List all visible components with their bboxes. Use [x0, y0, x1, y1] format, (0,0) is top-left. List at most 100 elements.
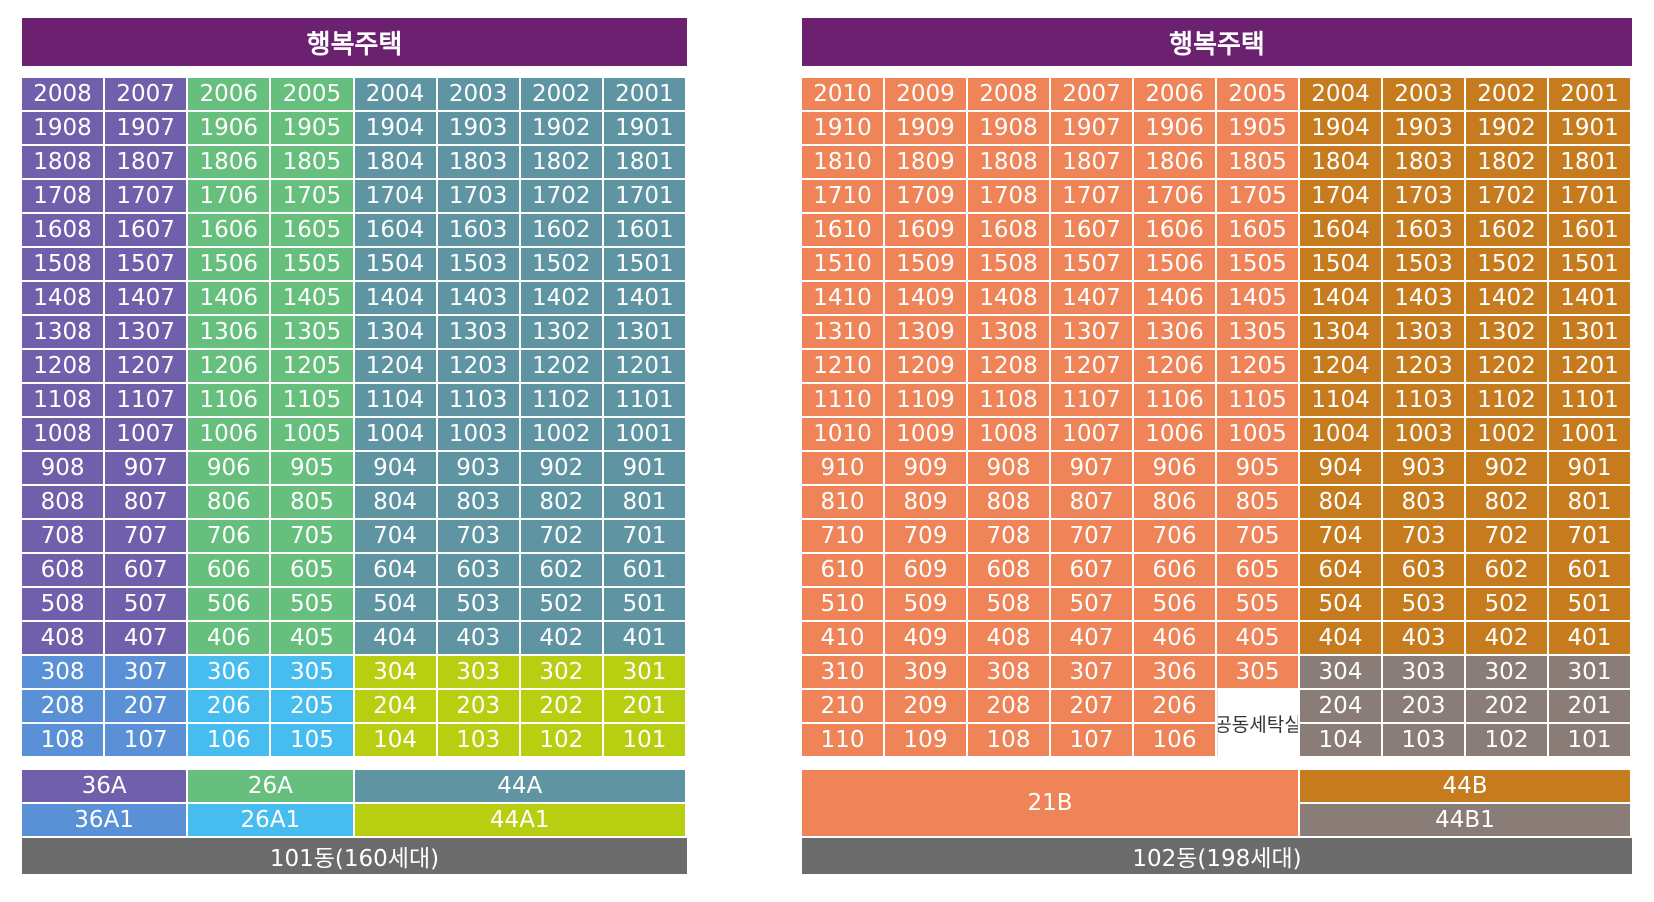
unit-cell: 1907 — [105, 112, 189, 146]
unit-cell: 808 — [22, 486, 106, 520]
unit-cell: 2003 — [437, 78, 521, 112]
unit-cell: 607 — [105, 554, 189, 588]
unit-cell: 201 — [603, 690, 687, 724]
unit-cell: 410 — [802, 622, 885, 656]
unit-cell: 1801 — [1549, 146, 1632, 180]
unit-cell: 704 — [1300, 520, 1383, 554]
unit-cell: 807 — [1051, 486, 1134, 520]
unit-cell: 1808 — [968, 146, 1051, 180]
unit-cell: 501 — [1549, 588, 1632, 622]
unit-cell: 1707 — [1051, 180, 1134, 214]
unit-cell: 1407 — [105, 282, 189, 316]
unit-cell: 1304 — [354, 316, 438, 350]
unit-cell: 1504 — [354, 248, 438, 282]
unit-cell: 110 — [802, 724, 885, 758]
unit-cell: 1903 — [437, 112, 521, 146]
unit-cell: 601 — [603, 554, 687, 588]
unit-cell: 306 — [1134, 656, 1217, 690]
unit-cell: 1701 — [603, 180, 687, 214]
unit-cell: 501 — [603, 588, 687, 622]
unit-cell: 906 — [188, 452, 272, 486]
unit-cell: 1705 — [271, 180, 355, 214]
unit-cell: 1007 — [105, 418, 189, 452]
unit-cell: 1505 — [271, 248, 355, 282]
unit-cell: 902 — [1466, 452, 1549, 486]
unit-cell: 1403 — [437, 282, 521, 316]
unit-cell: 303 — [437, 656, 521, 690]
unit-cell: 1107 — [1051, 384, 1134, 418]
shared-laundry-room: 공동세탁실 — [1217, 690, 1300, 758]
unit-cell: 2005 — [271, 78, 355, 112]
unit-cell: 506 — [1134, 588, 1217, 622]
unit-cell: 1806 — [188, 146, 272, 180]
building-header: 행복주택 — [22, 18, 687, 66]
unit-cell: 905 — [271, 452, 355, 486]
unit-cell: 1203 — [437, 350, 521, 384]
unit-cell: 507 — [1051, 588, 1134, 622]
unit-cell: 703 — [437, 520, 521, 554]
unit-cell: 701 — [1549, 520, 1632, 554]
unit-cell: 1606 — [1134, 214, 1217, 248]
unit-cell: 301 — [1549, 656, 1632, 690]
unit-grid: 2008 2007 2006 2005 2004 2003 2002 2001 1908 1907… — [22, 78, 687, 758]
unit-cell: 1007 — [1051, 418, 1134, 452]
unit-cell: 406 — [188, 622, 272, 656]
unit-cell: 605 — [271, 554, 355, 588]
unit-cell: 905 — [1217, 452, 1300, 486]
unit-cell: 1408 — [968, 282, 1051, 316]
unit-cell: 508 — [22, 588, 106, 622]
unit-cell: 507 — [105, 588, 189, 622]
unit-cell: 904 — [1300, 452, 1383, 486]
unit-cell: 1503 — [1383, 248, 1466, 282]
unit-cell: 1108 — [22, 384, 106, 418]
legend-44a: 44A — [354, 770, 687, 804]
unit-cell: 1605 — [1217, 214, 1300, 248]
unit-cell: 1708 — [22, 180, 106, 214]
unit-cell: 1804 — [1300, 146, 1383, 180]
unit-cell: 2008 — [22, 78, 106, 112]
unit-cell: 2007 — [1051, 78, 1134, 112]
unit-cell: 702 — [520, 520, 604, 554]
unit-cell: 2005 — [1217, 78, 1300, 112]
unit-cell: 106 — [188, 724, 272, 758]
unit-cell: 703 — [1383, 520, 1466, 554]
unit-cell: 708 — [968, 520, 1051, 554]
unit-cell: 1510 — [802, 248, 885, 282]
unit-cell: 1905 — [1217, 112, 1300, 146]
unit-cell: 705 — [1217, 520, 1300, 554]
unit-cell: 1602 — [520, 214, 604, 248]
unit-cell: 1301 — [1549, 316, 1632, 350]
unit-cell: 901 — [603, 452, 687, 486]
unit-cell: 2002 — [520, 78, 604, 112]
unit-cell: 502 — [520, 588, 604, 622]
unit-cell: 1001 — [603, 418, 687, 452]
unit-cell: 1310 — [802, 316, 885, 350]
unit-cell: 1401 — [1549, 282, 1632, 316]
unit-cell: 1003 — [437, 418, 521, 452]
unit-cell: 1509 — [885, 248, 968, 282]
unit-cell: 1910 — [802, 112, 885, 146]
unit-cell: 1206 — [1134, 350, 1217, 384]
unit-cell: 1303 — [1383, 316, 1466, 350]
unit-cell: 201 — [1549, 690, 1632, 724]
unit-cell: 509 — [885, 588, 968, 622]
unit-cell: 2002 — [1466, 78, 1549, 112]
unit-cell: 505 — [1217, 588, 1300, 622]
unit-cell: 310 — [802, 656, 885, 690]
unit-cell: 303 — [1383, 656, 1466, 690]
unit-cell: 902 — [520, 452, 604, 486]
unit-cell: 1902 — [520, 112, 604, 146]
unit-cell: 606 — [1134, 554, 1217, 588]
unit-cell: 1502 — [1466, 248, 1549, 282]
unit-cell: 208 — [22, 690, 106, 724]
unit-cell: 2006 — [1134, 78, 1217, 112]
unit-cell: 2001 — [603, 78, 687, 112]
unit-cell: 503 — [437, 588, 521, 622]
unit-cell: 1305 — [271, 316, 355, 350]
building-101: 행복주택 2008 2007 2006 2005 2004 2003 2002 2001 190… — [22, 18, 687, 874]
unit-cell: 1706 — [1134, 180, 1217, 214]
unit-cell: 1904 — [354, 112, 438, 146]
unit-cell: 404 — [1300, 622, 1383, 656]
unit-cell: 1402 — [520, 282, 604, 316]
unit-cell: 903 — [1383, 452, 1466, 486]
